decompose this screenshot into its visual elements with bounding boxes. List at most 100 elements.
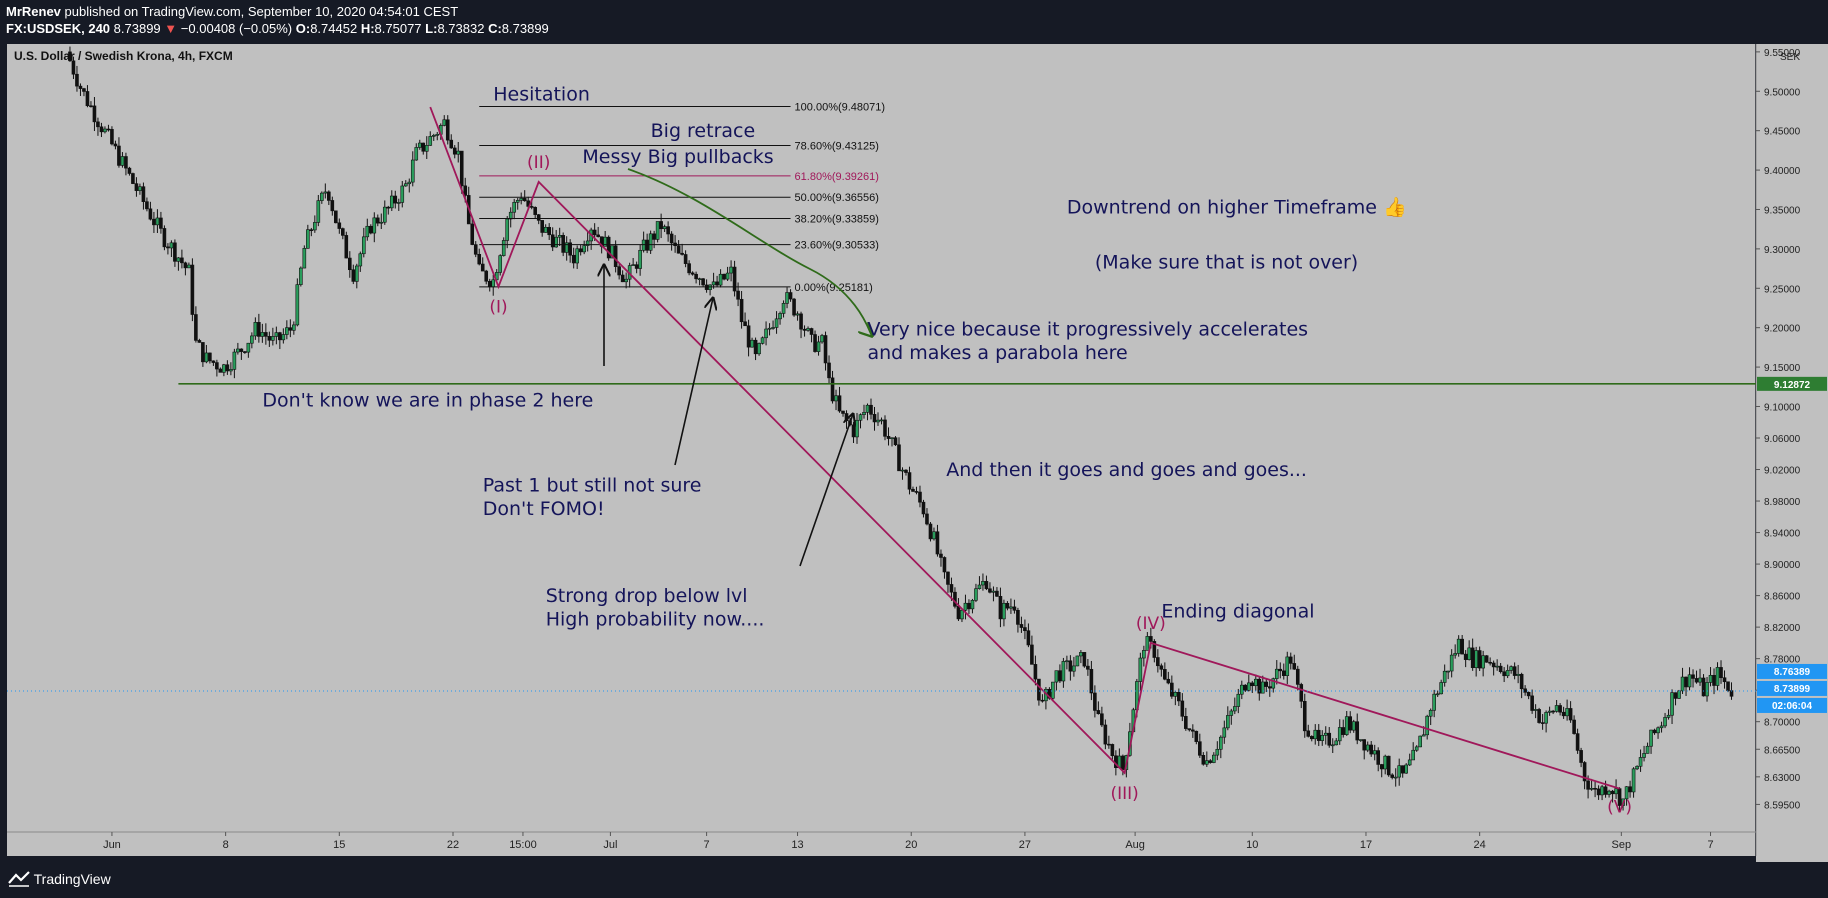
candle-body (1362, 739, 1367, 751)
candle-body (897, 444, 901, 472)
candle-body (788, 292, 793, 300)
candle-body (1173, 691, 1178, 697)
tradingview-logo[interactable]: TradingView (8, 871, 111, 887)
candle-body (264, 332, 268, 337)
candle-body (229, 369, 233, 372)
candle-body (403, 183, 408, 187)
candle-body (1708, 674, 1713, 683)
candle-body (162, 228, 167, 248)
candle-body (1666, 714, 1671, 718)
candle-body (299, 267, 303, 285)
candle-body (505, 218, 510, 241)
candle-body (1523, 688, 1527, 693)
plot-area[interactable] (7, 44, 1755, 856)
candle-body (180, 257, 184, 264)
candle-body (75, 73, 79, 87)
candle-body (354, 265, 359, 282)
candle-body (278, 332, 282, 341)
support-line[interactable]: 9.12872 (178, 376, 1827, 391)
candle-body (92, 105, 97, 123)
low-label: L: (425, 21, 438, 36)
candle-body (617, 266, 621, 276)
candle-body (1103, 724, 1108, 745)
candle-body (687, 263, 691, 274)
y-tick-label: 8.98000 (1764, 497, 1801, 508)
candle-body (1323, 732, 1328, 736)
candle-body (1397, 765, 1402, 778)
candle-body (1407, 759, 1412, 766)
candle-body (117, 145, 121, 166)
y-tick-label: 9.15000 (1764, 363, 1801, 374)
close-value: 8.73899 (501, 21, 549, 36)
candle-body (341, 228, 345, 236)
candle-body (568, 242, 572, 256)
candle-body (99, 126, 104, 133)
x-tick-labels: Jun 8 15 22 15:00 Jul 7 13 20 27 Aug 10 17 24 Sep 7 (103, 832, 1714, 851)
candle-body (1505, 670, 1510, 677)
candle-body (1509, 666, 1513, 671)
candle-body (998, 596, 1003, 620)
candle-body (456, 150, 461, 155)
fibonacci-retracement[interactable]: 100.00%(9.48071) 78.60%(9.43125) 61.80%(9.… (479, 101, 885, 294)
fib-level-label: 61.80%(9.39261) (795, 171, 879, 183)
candle-body (166, 246, 170, 249)
candle-body (1726, 681, 1730, 691)
candle-body (582, 245, 586, 253)
candle-body (1404, 764, 1408, 774)
price-axis[interactable] (1756, 44, 1828, 862)
candle-body (1334, 740, 1339, 746)
candle-body (757, 343, 761, 355)
candle-body (361, 236, 366, 255)
candle-body (1705, 682, 1709, 697)
candle-body (725, 272, 730, 280)
price-chart[interactable]: U.S. Dollar / Swedish Krona, 4h, FXCM SE… (0, 44, 1828, 862)
text-annotations: Hesitation Big retrace Messy Big pullbacks… (262, 84, 1406, 631)
candle-body (463, 185, 468, 196)
candle-body (1061, 661, 1066, 682)
author-name[interactable]: MrRenev (6, 4, 61, 19)
parabola-curve[interactable] (627, 168, 872, 336)
wave-label: (III) (1110, 784, 1138, 804)
candle-body (1306, 730, 1311, 737)
past1-arrow[interactable] (674, 298, 713, 466)
candle-body (1575, 733, 1580, 751)
candle-body (519, 198, 524, 201)
annotation-text: and makes a parabola here (868, 342, 1128, 364)
candle-body (711, 281, 716, 286)
candle-body (1645, 745, 1650, 754)
candle-body (1610, 790, 1615, 795)
x-tick-label: 24 (1474, 839, 1486, 851)
candle-body (393, 195, 398, 204)
annotation-text: Messy Big pullbacks (582, 146, 773, 168)
candle-body (1701, 677, 1706, 697)
price-badge-label: 02:06:04 (1772, 701, 1812, 712)
candle-body (498, 255, 503, 273)
candle-body (1670, 692, 1674, 716)
candle-body (1201, 755, 1206, 765)
x-tick-label: Sep (1612, 839, 1632, 851)
candle-body (764, 328, 768, 339)
candle-body (1163, 669, 1167, 680)
candle-body (1026, 630, 1031, 646)
candle-body (1058, 670, 1062, 682)
candle-body (1460, 638, 1464, 655)
candle-body (1096, 710, 1101, 715)
candle-body (1684, 676, 1688, 688)
price-badge (1757, 663, 1827, 679)
strong-drop-arrow[interactable] (799, 414, 853, 567)
candle-body (610, 245, 614, 259)
candle-body (946, 571, 950, 585)
y-tick-label: 9.06000 (1764, 434, 1801, 445)
candle-body (893, 437, 898, 446)
candle-body (540, 220, 544, 233)
candle-body (1421, 734, 1426, 737)
candle-body (1446, 670, 1450, 673)
candle-body (648, 233, 653, 251)
candle-body (1722, 677, 1727, 683)
candle-body (1278, 668, 1283, 672)
y-tick-label: 8.78000 (1764, 655, 1801, 666)
candle-body (1418, 735, 1422, 748)
candle-body (1649, 729, 1653, 747)
candle-body (1715, 667, 1720, 686)
candle-body (124, 156, 128, 169)
